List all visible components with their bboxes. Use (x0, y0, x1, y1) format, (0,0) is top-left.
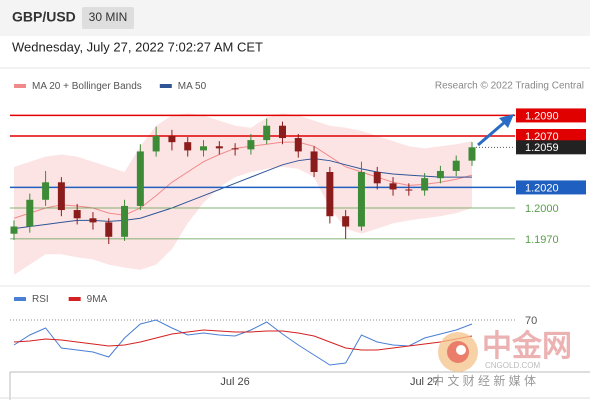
legend-label: 9MA (87, 294, 108, 305)
candle-body (436, 170, 444, 179)
forecast-arrow (477, 119, 507, 147)
candle-body (200, 146, 208, 151)
legend-swatch (14, 84, 26, 88)
level-tag-label: 1.2090 (525, 110, 559, 122)
candle-body (389, 183, 397, 190)
x-tick-label: Jul 27 (410, 376, 439, 388)
x-tick-label: Jul 26 (220, 376, 249, 388)
bollinger-band (14, 113, 472, 275)
logo-dot (456, 345, 466, 355)
price-tag-label: 1.2059 (525, 142, 559, 154)
candle-body (215, 146, 223, 149)
level-tag (516, 108, 586, 123)
candle-body (357, 172, 365, 227)
watermark-site: CNGOLD.COM (485, 361, 540, 370)
candle-body (57, 182, 65, 211)
candle-body (121, 205, 129, 237)
level-label: 1.2000 (525, 203, 559, 215)
level-label: 1.1970 (525, 234, 559, 246)
watermark-slogan: 中 文 财 经 新 媒 体 (432, 373, 536, 388)
candle-body (152, 136, 160, 152)
legend-swatch (159, 84, 172, 88)
candle-body (136, 151, 144, 206)
level-tag-label: 1.2070 (525, 131, 559, 143)
symbol: GBP/USD (12, 9, 76, 25)
level-tag (516, 180, 586, 195)
forecast-arrow-head (499, 114, 514, 128)
legend-label: MA 20 + Bollinger Bands (32, 81, 142, 92)
date: Wednesday, July 27, 2022 7:02:27 AM CET (12, 39, 263, 54)
candle-body (105, 222, 113, 237)
watermark (438, 332, 478, 372)
candle-body (326, 172, 334, 217)
legend-label: MA 50 (178, 81, 207, 92)
legend-swatch (14, 297, 26, 301)
level-tag (516, 129, 586, 143)
timeframe-badge[interactable] (82, 7, 134, 29)
candle-body (373, 172, 381, 184)
candle-body (278, 125, 286, 139)
credit: Research © 2022 Trading Central (435, 81, 584, 92)
candle-body (89, 218, 97, 223)
candle-body (42, 182, 50, 200)
candle-body (310, 151, 318, 172)
candle-body (26, 199, 34, 227)
candle-body (263, 125, 271, 141)
candle-body (405, 189, 413, 191)
legend-swatch (68, 297, 81, 301)
candle-body (73, 210, 81, 219)
timeframe[interactable]: 30 MIN (89, 10, 128, 24)
candle-body (421, 178, 429, 191)
candle-body (10, 226, 18, 234)
y-tick-label: 70 (525, 315, 537, 327)
watermark-name: 中金网 (482, 329, 572, 363)
legend-label: RSI (32, 294, 49, 305)
candle-body (184, 142, 192, 151)
candle-body (452, 160, 460, 171)
rsi-line (13, 329, 473, 351)
candle-body (168, 136, 176, 143)
rsi-line (13, 319, 473, 366)
candle-body (468, 147, 476, 161)
price-tag (516, 140, 586, 155)
level-tag-label: 1.2020 (525, 182, 559, 194)
candle-body (342, 216, 350, 227)
candle-body (294, 138, 302, 152)
candle-body (231, 148, 239, 150)
candle-body (247, 140, 255, 150)
